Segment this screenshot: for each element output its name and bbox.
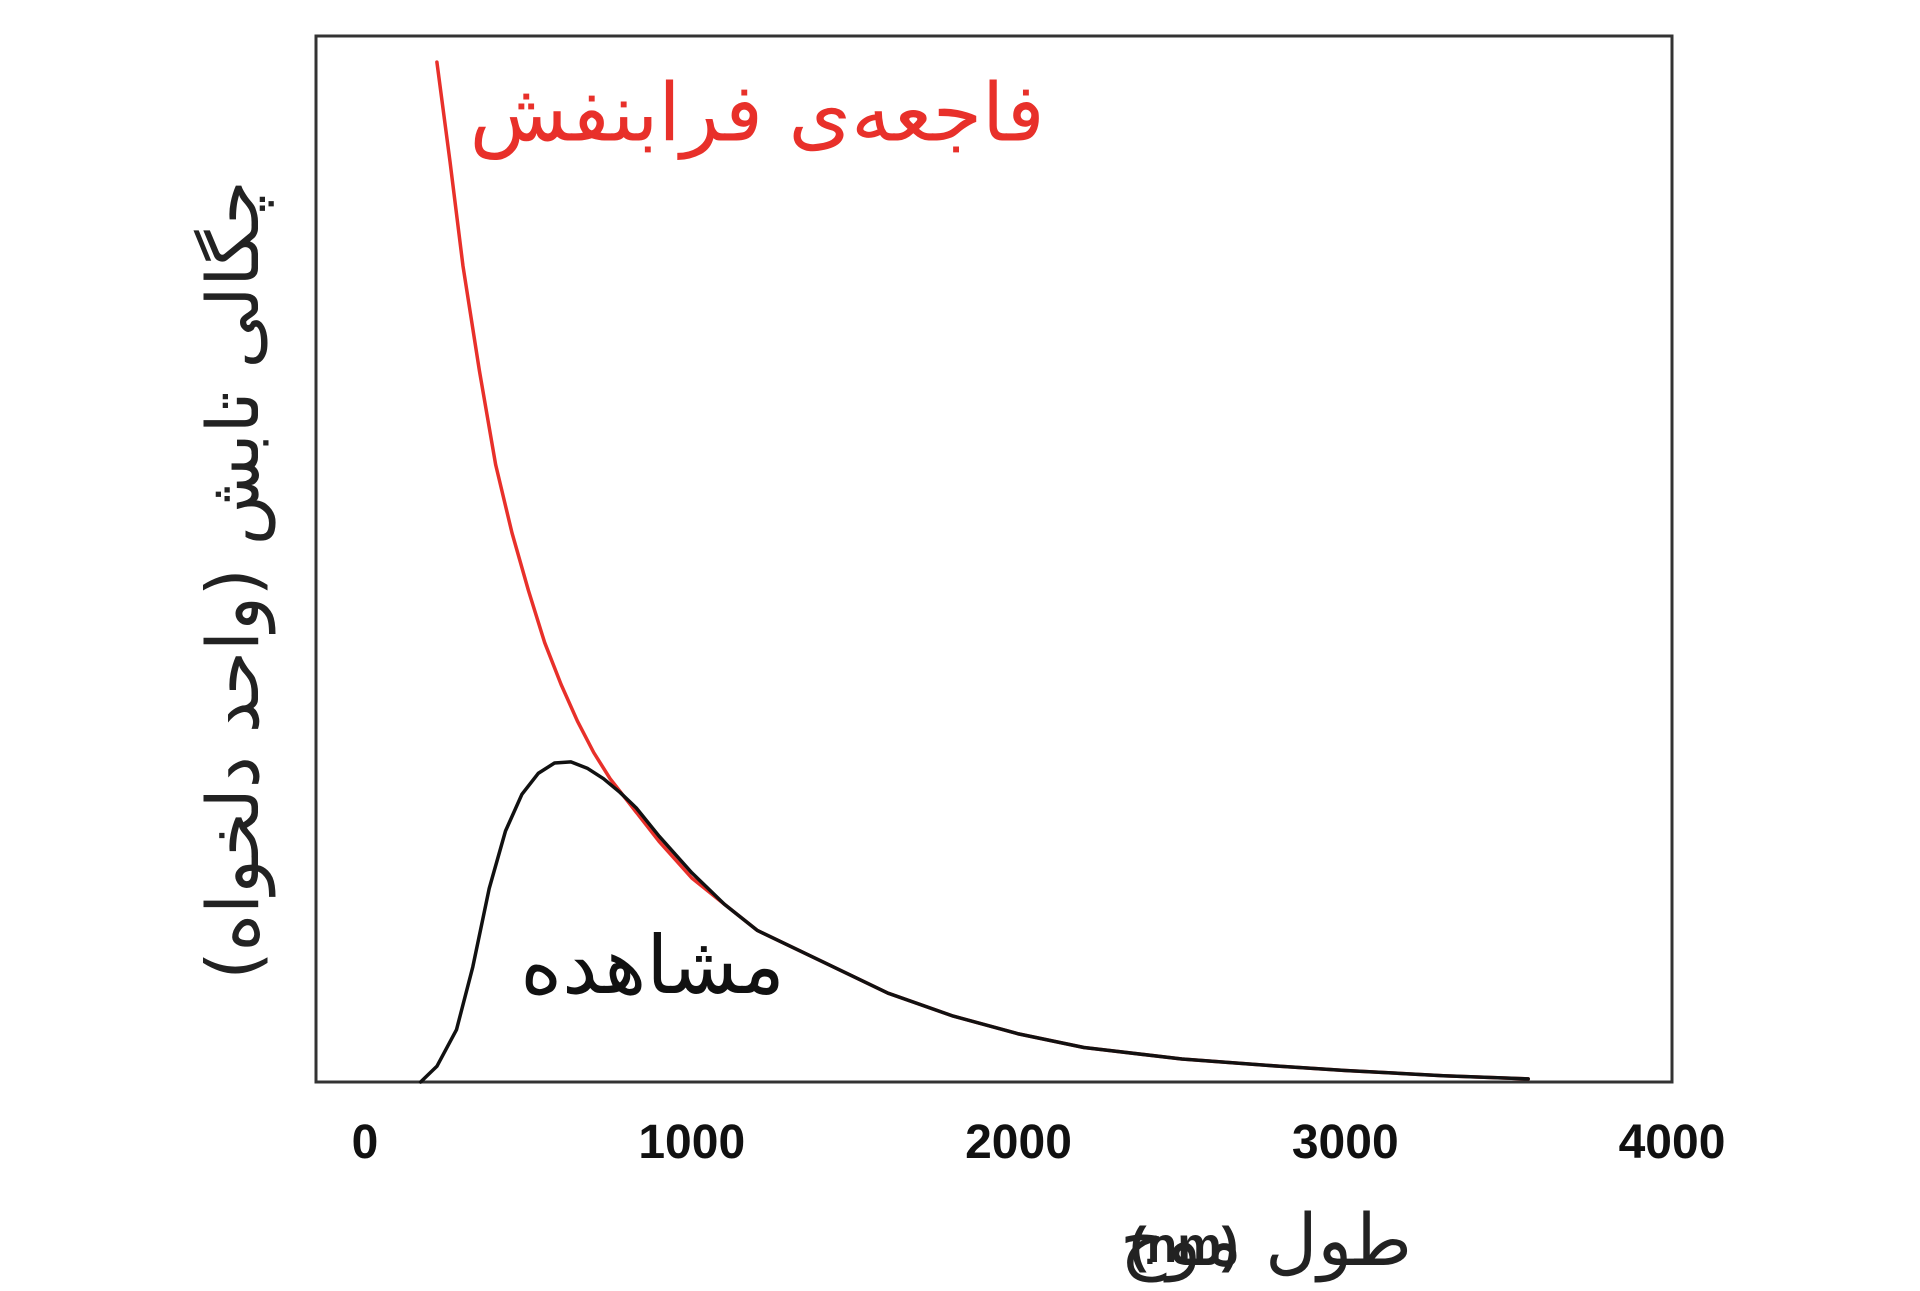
series-layer <box>418 60 1530 1084</box>
y-axis-title: چگالی تابش (واحد دلخواه) <box>191 180 276 979</box>
x-tick-labels: 0 1000 2000 3000 4000 <box>352 1116 1726 1169</box>
annotation-observed: مشاهده <box>520 919 785 1012</box>
annotations: فاجعه‌ی فرابنفش مشاهده <box>470 67 1045 1012</box>
x-tick-label: 3000 <box>1292 1116 1399 1169</box>
x-axis-unit: (nm) <box>1130 1217 1238 1273</box>
series-line-observed <box>418 760 1530 1084</box>
x-tick-label: 0 <box>352 1116 379 1169</box>
annotation-ultraviolet-catastrophe: فاجعه‌ی فرابنفش <box>470 67 1045 161</box>
x-tick-label: 1000 <box>638 1116 745 1169</box>
plot-frame <box>314 34 1674 1084</box>
x-axis-title: طول موج <box>1120 1198 1412 1283</box>
x-tick-label: 4000 <box>1619 1116 1726 1169</box>
x-tick-label: 2000 <box>965 1116 1072 1169</box>
